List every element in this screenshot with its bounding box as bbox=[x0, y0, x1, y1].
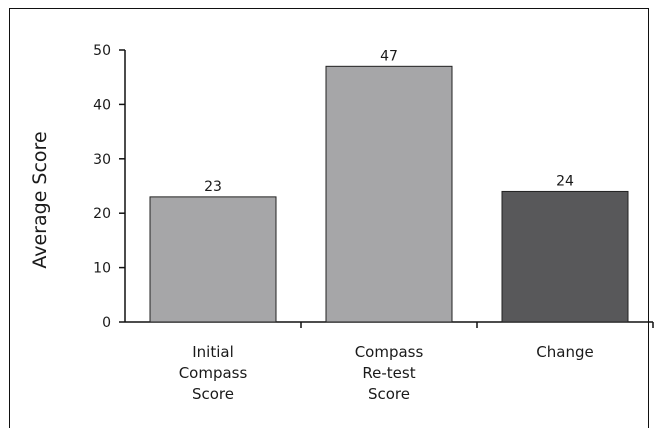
category-label: Change bbox=[536, 343, 593, 361]
data-label: 23 bbox=[204, 179, 222, 195]
y-tick-label: 50 bbox=[93, 43, 111, 59]
y-tick-label: 10 bbox=[93, 261, 111, 277]
y-tick-label: 0 bbox=[102, 315, 111, 331]
category-label-line: Score bbox=[368, 385, 410, 403]
category-label-line: Change bbox=[536, 343, 593, 361]
y-axis: 0 10 20 30 40 50 bbox=[93, 43, 126, 331]
y-tick-label: 40 bbox=[93, 97, 111, 113]
category-label: Compass Re-test Score bbox=[355, 343, 424, 403]
category-label-line: Score bbox=[192, 385, 234, 403]
bar bbox=[149, 196, 277, 323]
category-label-line: Initial bbox=[192, 343, 234, 361]
category-label-line: Compass bbox=[355, 343, 424, 361]
y-axis-label: Average Score bbox=[29, 131, 51, 268]
y-tick-label: 30 bbox=[93, 152, 111, 168]
bar bbox=[325, 65, 453, 323]
category-label-line: Re-test bbox=[362, 364, 415, 382]
category-label-line: Compass bbox=[179, 364, 248, 382]
bars bbox=[149, 65, 629, 323]
data-label: 24 bbox=[556, 173, 574, 189]
category-label: Initial Compass Score bbox=[179, 343, 248, 403]
x-axis bbox=[125, 321, 654, 328]
bar bbox=[501, 190, 629, 323]
y-tick-label: 20 bbox=[93, 206, 111, 222]
data-labels: 23 47 24 bbox=[204, 48, 574, 195]
data-label: 47 bbox=[380, 48, 398, 64]
category-labels: Initial Compass Score Compass Re-test Score Ch… bbox=[179, 343, 594, 403]
